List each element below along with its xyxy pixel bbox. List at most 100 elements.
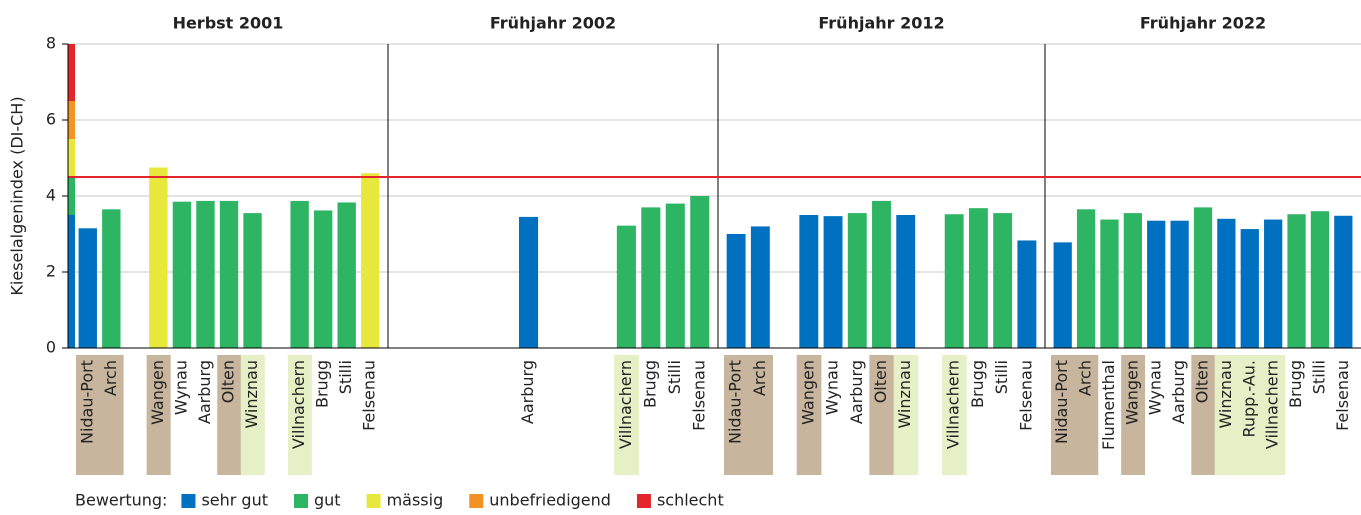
bar (1147, 220, 1166, 348)
bar (1076, 209, 1096, 348)
rating-band (68, 44, 75, 101)
bar (1240, 229, 1259, 348)
label-highlight (1121, 355, 1146, 475)
label-highlight (748, 355, 773, 475)
x-tick-label: Villnachern (1263, 360, 1282, 449)
x-tick-label: Aarburg (1169, 360, 1188, 424)
x-tick-label: Olten (1193, 360, 1212, 403)
bar (1053, 242, 1072, 348)
bar (337, 202, 356, 348)
bar (1334, 215, 1353, 348)
x-tick-label: Wangen (1122, 360, 1141, 425)
y-tick-label: 4 (46, 186, 56, 205)
label-highlight (724, 355, 749, 475)
bar (750, 226, 770, 348)
panel-title: Herbst 2001 (173, 14, 284, 33)
bar (243, 213, 262, 348)
x-tick-label: Flumenthal (1099, 360, 1118, 450)
legend-label: unbefriedigend (489, 491, 611, 510)
panel-title: Frühjahr 2022 (1140, 14, 1266, 33)
x-tick-label: Wangen (798, 360, 817, 425)
label-highlight (76, 355, 101, 475)
bar (219, 200, 239, 348)
x-tick-label: Aarburg (195, 360, 214, 424)
x-tick-label: Aarburg (518, 360, 537, 424)
y-tick-label: 6 (46, 110, 56, 129)
bar (1217, 218, 1236, 348)
x-tick-label: Felsenau (360, 360, 379, 431)
legend-label: sehr gut (201, 491, 268, 510)
bar (172, 201, 192, 348)
legend-label: gut (314, 491, 341, 510)
panel-title: Frühjahr 2002 (490, 14, 616, 33)
x-tick-label: Felsenau (1333, 360, 1352, 431)
x-tick-label: Brugg (968, 360, 987, 408)
label-highlight (893, 355, 919, 475)
legend-swatch (469, 494, 484, 508)
label-highlight (869, 355, 895, 475)
bar (102, 209, 121, 348)
x-tick-label: Villnachern (944, 360, 963, 449)
bar (616, 225, 636, 348)
x-tick-label: Arch (750, 360, 769, 396)
y-axis-label: Kieselalgenindex (DI-CH) (8, 96, 27, 295)
bar (1310, 211, 1330, 348)
x-tick-label: Winznau (242, 360, 261, 429)
bar (665, 203, 685, 348)
x-tick-label: Stilli (336, 360, 355, 394)
x-tick-label: Rupp.-Au. (1239, 360, 1258, 438)
bar (993, 213, 1013, 348)
bar (1170, 220, 1189, 348)
bar (799, 215, 819, 348)
y-tick-label: 0 (46, 338, 56, 357)
bar (872, 200, 891, 348)
label-highlight (1261, 355, 1286, 475)
legend-label: mässig (387, 491, 444, 510)
bar (1287, 214, 1306, 348)
legend-label: schlecht (657, 491, 724, 510)
label-highlight (796, 355, 822, 475)
bar (1100, 219, 1119, 348)
x-tick-label: Stilli (1309, 360, 1328, 394)
label-highlight (1238, 355, 1262, 475)
label-highlight (217, 355, 242, 475)
bar (78, 228, 97, 348)
rating-band (68, 177, 75, 215)
bar (1193, 207, 1213, 348)
legend-swatch (294, 494, 308, 508)
bar (896, 215, 916, 348)
bar (690, 196, 710, 348)
x-tick-label: Stilli (992, 360, 1011, 394)
x-tick-label: Aarburg (847, 360, 866, 424)
x-tick-label: Arch (1076, 360, 1095, 396)
label-highlight (1214, 355, 1239, 475)
bar (361, 173, 380, 348)
x-tick-label: Wynau (1146, 360, 1165, 415)
legend-swatch (636, 494, 651, 508)
x-tick-label: Brugg (1286, 360, 1305, 408)
rating-band (68, 139, 75, 177)
y-tick-label: 2 (46, 262, 56, 281)
bar (290, 200, 309, 348)
rating-band (68, 101, 75, 139)
x-tick-label: Wangen (148, 360, 167, 425)
panel-title: Frühjahr 2012 (818, 14, 944, 33)
x-tick-label: Wynau (823, 360, 842, 415)
rating-band (68, 215, 75, 348)
label-highlight (614, 355, 640, 475)
x-tick-label: Brugg (313, 360, 332, 408)
bar (518, 216, 539, 348)
x-tick-label: Felsenau (689, 360, 708, 431)
bar (944, 214, 964, 348)
bar (1264, 219, 1283, 348)
x-tick-label: Nidau-Port (726, 360, 745, 444)
x-tick-label: Olten (219, 360, 238, 403)
label-highlight (1074, 355, 1099, 475)
x-tick-label: Wynau (171, 360, 190, 415)
bar (968, 208, 988, 348)
label-highlight (99, 355, 124, 475)
label-highlight (1191, 355, 1216, 475)
x-tick-label: Villnachern (616, 360, 635, 449)
x-tick-label: Brugg (640, 360, 659, 408)
